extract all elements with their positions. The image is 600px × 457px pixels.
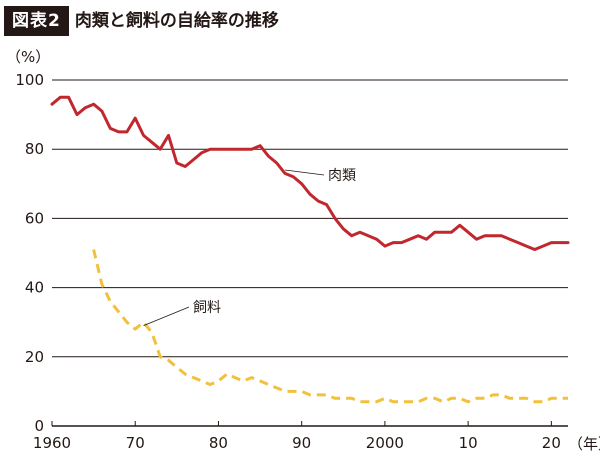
feed-series-line xyxy=(92,249,568,404)
y-tick-label: 100 xyxy=(15,71,44,89)
x-tick-label: 10 xyxy=(459,434,478,452)
y-tick-label: 60 xyxy=(25,209,44,227)
grid-layer xyxy=(51,79,568,427)
x-unit-label: （年） xyxy=(568,435,600,453)
x-tick-label: 1960 xyxy=(33,434,71,452)
x-tick-label: 70 xyxy=(126,434,145,452)
x-tick-label: 80 xyxy=(209,434,228,452)
x-tick-label: 2000 xyxy=(366,434,404,452)
y-tick-labels: 0 20 40 60 80 100 xyxy=(15,71,44,435)
y-tick-label: 20 xyxy=(25,348,44,366)
leader-line xyxy=(143,306,190,327)
chart-title: 肉類と飼料の自給率の推移 xyxy=(74,11,279,31)
series-layer xyxy=(50,95,570,404)
figure-badge: 図表2 xyxy=(4,6,69,36)
y-unit-label: （%） xyxy=(6,48,50,66)
y-tick-label: 0 xyxy=(34,417,44,435)
x-tick-label: 20 xyxy=(542,434,561,452)
chart-header: 図表2 肉類と飼料の自給率の推移 xyxy=(4,6,279,36)
y-tick-label: 80 xyxy=(25,140,44,158)
meat-series-label: 肉類 xyxy=(328,168,356,184)
y-tick-label: 40 xyxy=(25,279,44,297)
feed-series-label: 飼料 xyxy=(193,300,221,316)
x-tick-labels: 1960 70 80 90 2000 10 20 xyxy=(33,434,561,452)
leader-line xyxy=(284,169,325,176)
x-tick-label: 90 xyxy=(292,434,311,452)
meat-series-line xyxy=(50,95,570,251)
